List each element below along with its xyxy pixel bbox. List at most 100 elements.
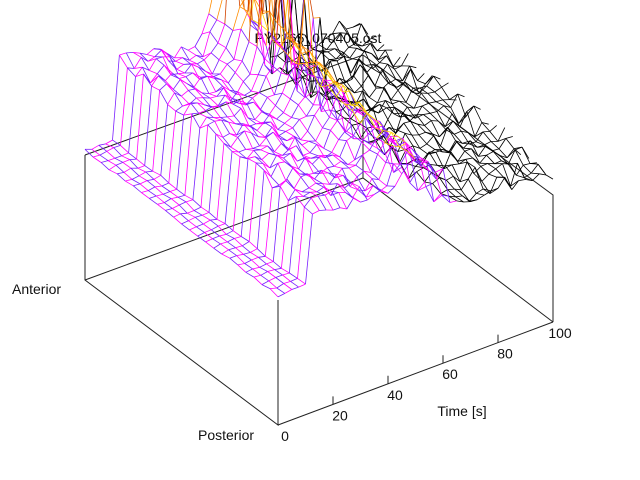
mesh-line <box>191 113 201 129</box>
mesh-line <box>397 81 406 91</box>
mesh-line <box>259 137 267 147</box>
mesh-line <box>279 46 289 56</box>
mesh-line <box>211 229 220 237</box>
mesh-line <box>207 75 215 79</box>
mesh-line <box>320 85 329 106</box>
mesh-line <box>142 66 150 71</box>
mesh-line <box>261 280 269 285</box>
mesh-line <box>183 102 191 116</box>
mesh-line <box>403 148 413 150</box>
mesh-line <box>252 19 261 25</box>
mesh-line <box>307 0 315 77</box>
mesh-line <box>269 154 278 169</box>
mesh-line <box>145 171 155 180</box>
mesh-line <box>363 43 371 52</box>
mesh-line <box>201 214 211 221</box>
mesh-line <box>291 165 299 170</box>
mesh-line <box>250 20 259 32</box>
mesh-line <box>327 51 337 60</box>
mesh-line <box>375 127 384 131</box>
mesh-line <box>354 85 362 94</box>
mesh-line <box>326 167 336 179</box>
mesh-line <box>424 125 433 135</box>
mesh-line <box>362 43 371 47</box>
mesh-line <box>348 47 357 49</box>
mesh-line <box>281 267 290 274</box>
mesh-line <box>294 189 304 197</box>
mesh-line <box>257 30 267 47</box>
mesh-line <box>464 148 472 152</box>
mesh-line <box>203 223 212 231</box>
mesh-line <box>383 87 393 105</box>
mesh-line <box>205 238 213 243</box>
mesh-line <box>355 42 363 47</box>
mesh-line <box>432 183 442 194</box>
mesh-line <box>275 92 283 106</box>
mesh-line <box>323 186 332 192</box>
mesh-line <box>265 75 275 96</box>
mesh-line <box>352 123 360 126</box>
mesh-line <box>156 64 165 75</box>
mesh-line <box>239 100 249 118</box>
mesh-line <box>458 158 467 165</box>
mesh-line <box>232 156 241 231</box>
mesh-line <box>448 195 456 198</box>
mesh-line <box>459 161 468 182</box>
mesh-line <box>404 133 414 147</box>
mesh-line <box>265 66 274 77</box>
mesh-line <box>176 115 185 190</box>
mesh-line <box>473 173 483 182</box>
mesh-line <box>243 253 252 261</box>
mesh-line <box>482 188 491 194</box>
mesh-line <box>466 161 475 174</box>
mesh-line <box>292 167 302 178</box>
mesh-line <box>516 174 525 179</box>
mesh-line <box>317 195 327 211</box>
mesh-line <box>462 195 471 202</box>
mesh-line <box>410 120 418 125</box>
mesh-line <box>335 175 344 179</box>
mesh-line <box>268 280 278 289</box>
mesh-line <box>373 64 383 70</box>
mesh-line <box>330 92 338 120</box>
mesh-line <box>405 143 415 162</box>
mesh-line <box>347 33 356 44</box>
mesh-line <box>361 141 370 151</box>
mesh-line <box>433 75 441 80</box>
mesh-line <box>322 78 330 110</box>
mesh-line <box>309 152 319 157</box>
mesh-line <box>224 94 234 105</box>
mesh-line <box>221 79 230 91</box>
mesh-line <box>124 180 134 187</box>
mesh-line <box>376 137 385 143</box>
mesh-line <box>532 173 540 181</box>
mesh-line <box>291 286 299 290</box>
mesh-line <box>264 58 274 67</box>
mesh-line <box>339 94 349 110</box>
mesh-line <box>305 157 314 174</box>
mesh-line <box>157 202 165 205</box>
mesh-line <box>284 122 293 129</box>
mesh-line <box>269 287 277 289</box>
mesh-line <box>276 154 286 163</box>
mesh-line <box>348 42 356 48</box>
mesh-line <box>212 238 221 245</box>
mesh-line <box>426 85 435 93</box>
mesh-line <box>308 187 318 193</box>
mesh-line <box>270 163 279 177</box>
mesh-line <box>153 178 163 187</box>
mesh-line <box>275 0 278 24</box>
mesh-line <box>228 121 236 125</box>
mesh-line <box>385 145 393 163</box>
mesh-line <box>426 135 435 145</box>
mesh-line <box>315 127 323 142</box>
mesh-line <box>219 235 228 243</box>
mesh-line <box>377 44 385 52</box>
mesh-line <box>127 67 136 77</box>
mesh-line <box>202 97 212 108</box>
mesh-line <box>215 133 225 144</box>
mesh-line <box>415 166 424 169</box>
mesh-line <box>494 160 502 165</box>
mesh-line <box>200 77 210 94</box>
mesh-line <box>454 188 463 197</box>
